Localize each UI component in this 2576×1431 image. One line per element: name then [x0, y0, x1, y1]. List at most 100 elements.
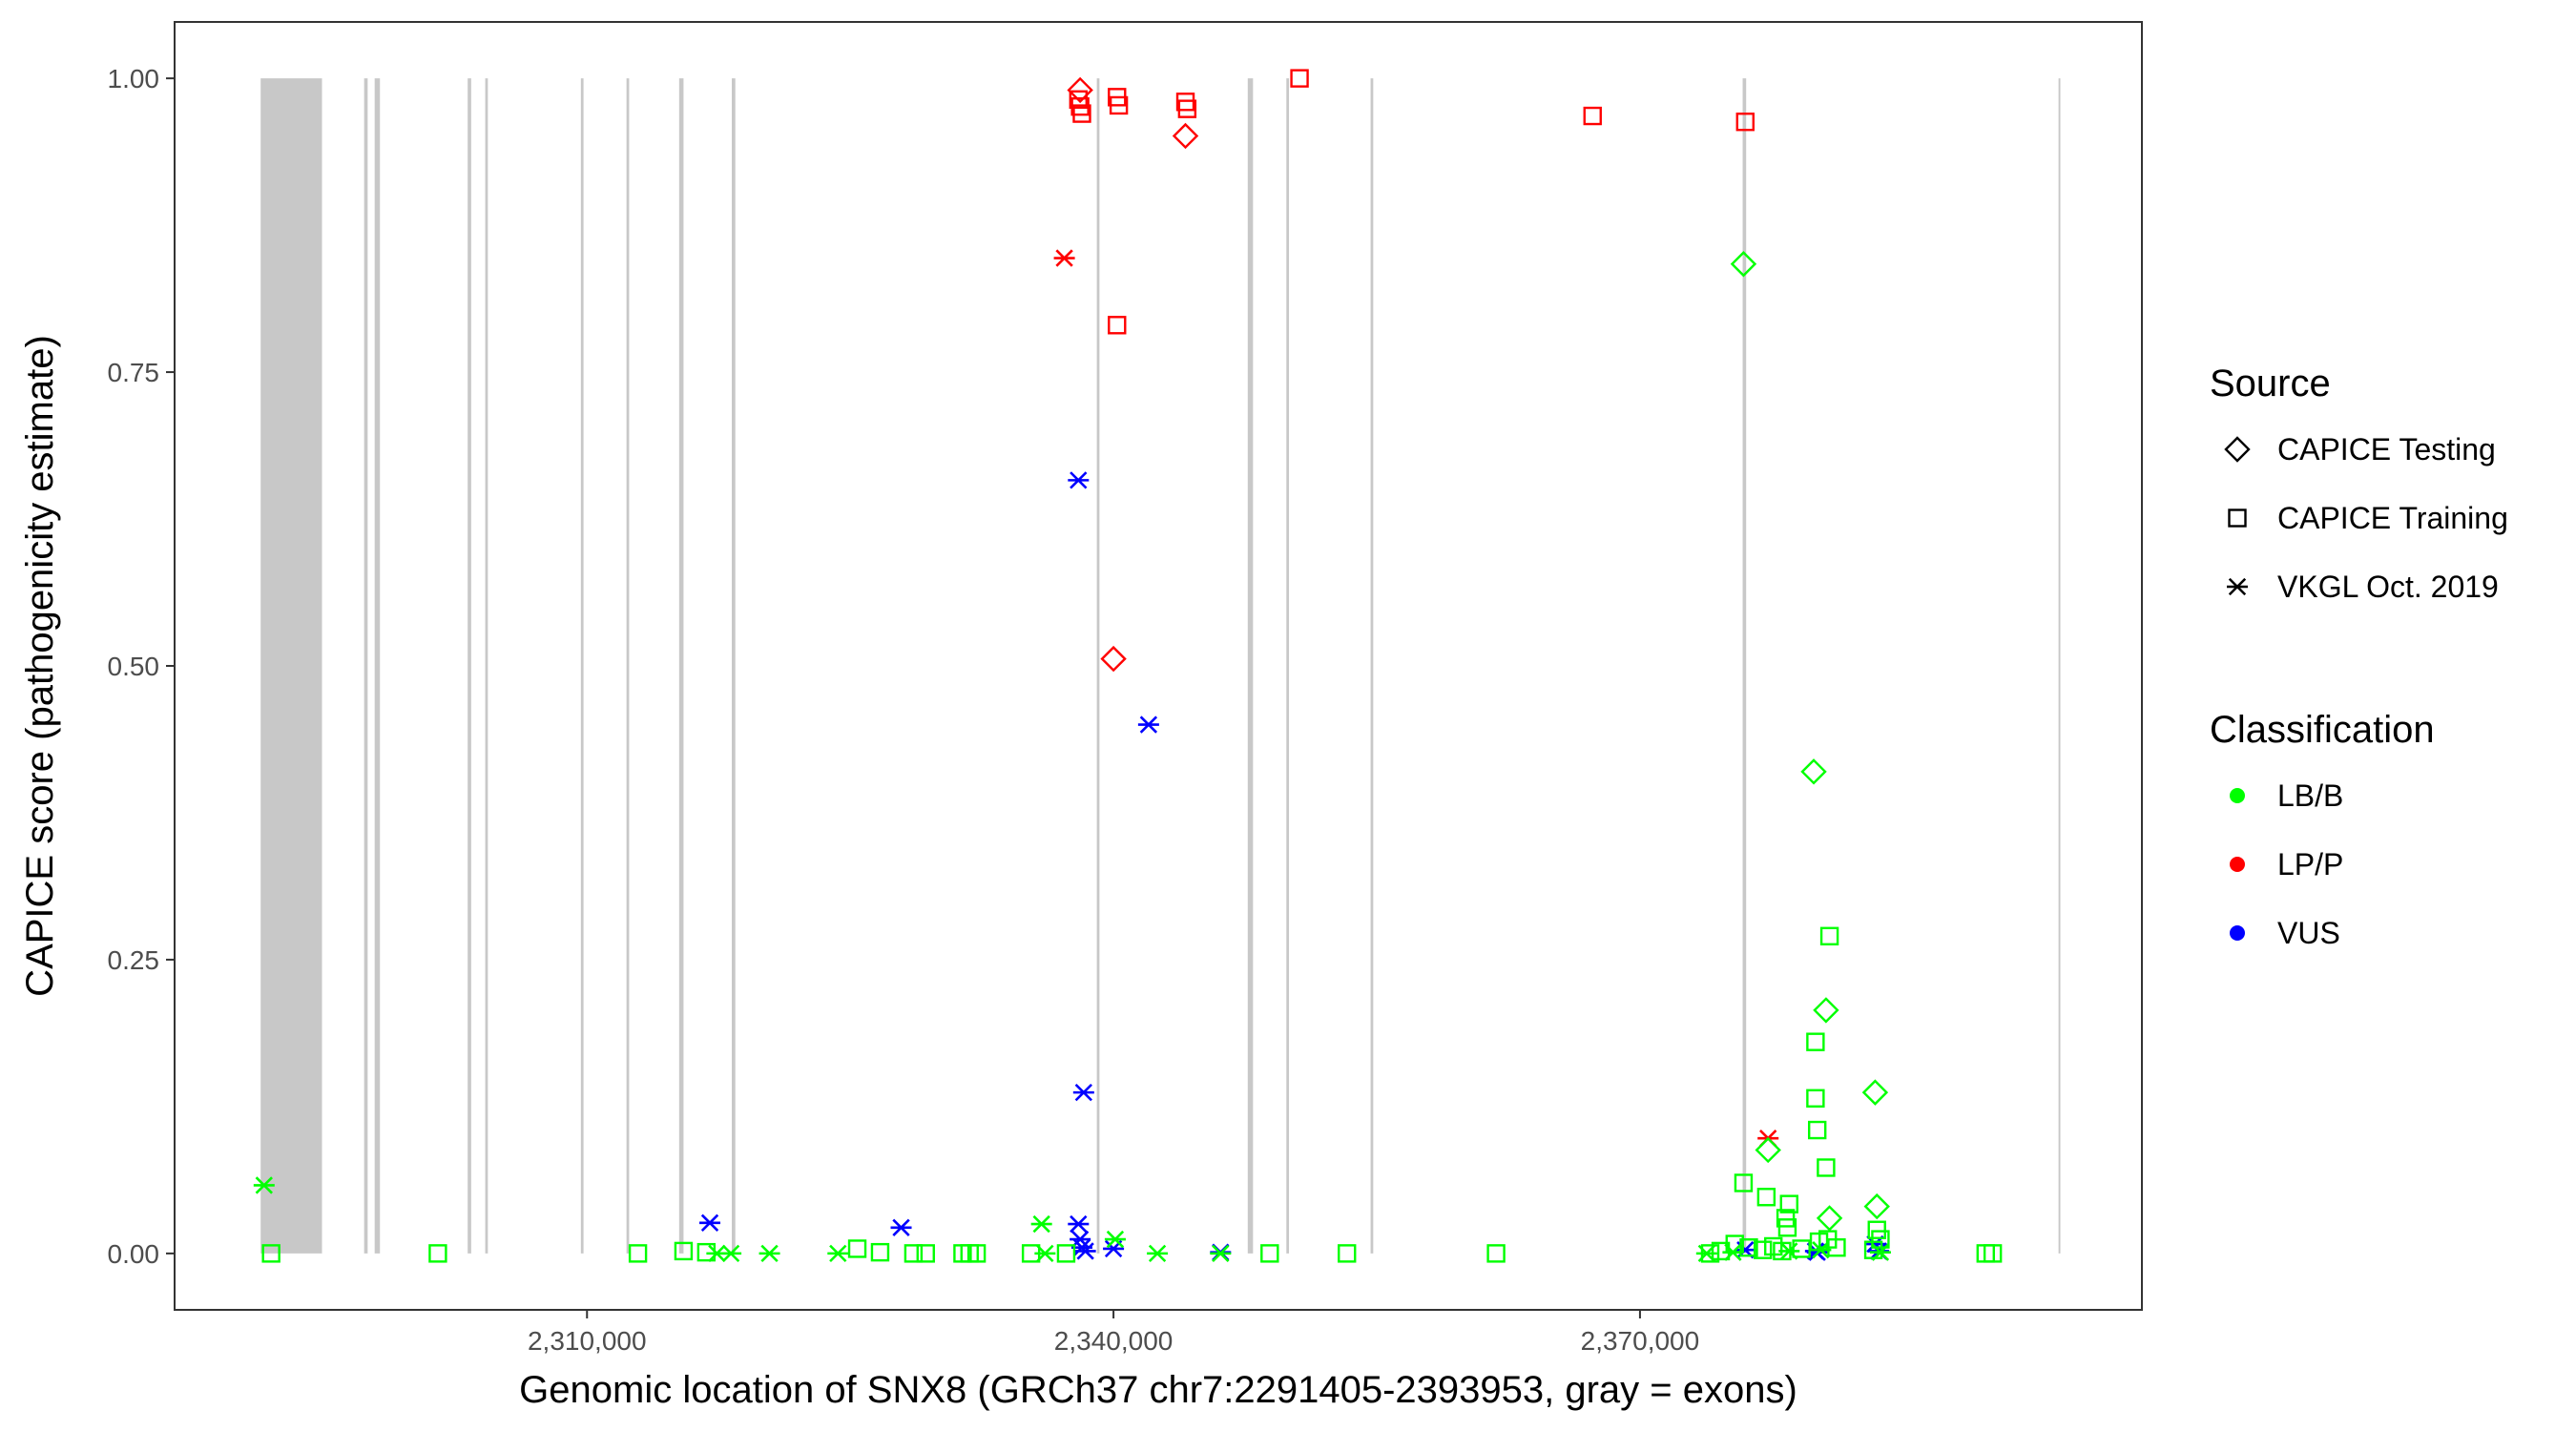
exon-band [467, 78, 471, 1254]
data-point [1290, 69, 1309, 88]
exon-band [1096, 78, 1100, 1254]
data-point [1756, 1188, 1776, 1207]
data-point [1109, 95, 1129, 115]
data-point [1068, 1214, 1090, 1234]
data-point [1172, 122, 1199, 150]
exon-band [374, 78, 381, 1254]
y-tick-label: 0.50 [108, 652, 160, 681]
exon-band [260, 78, 322, 1254]
data-point [1817, 1158, 1836, 1177]
data-point [1072, 1083, 1094, 1102]
legend-key-square [2228, 508, 2247, 528]
data-point [720, 1244, 742, 1263]
x-axis: 2,310,000 2,340,000 2,370,000 [528, 1310, 1699, 1356]
legend-title-source: Source [2210, 363, 2331, 404]
exon-band [1286, 78, 1290, 1254]
y-tick-label: 1.00 [108, 64, 160, 93]
data-point [1583, 106, 1602, 126]
exon-band [678, 78, 684, 1254]
data-point [1808, 1120, 1827, 1140]
data-point [1983, 1244, 2003, 1263]
y-tick-label: 0.00 [108, 1239, 160, 1269]
data-point [1827, 1238, 1846, 1257]
legend-label: VKGL Oct. 2019 [2277, 570, 2499, 604]
data-point [699, 1213, 721, 1233]
y-axis: 0.00 0.25 0.50 0.75 1.00 [108, 64, 175, 1269]
data-point [1104, 1230, 1126, 1249]
data-point [1210, 1244, 1232, 1263]
exon-band [1742, 78, 1747, 1254]
data-point [1100, 645, 1127, 673]
legend: Source CAPICE Testing CAPICE Training VKGL … [2210, 363, 2508, 950]
exon-band [485, 78, 488, 1254]
exon-band [1247, 78, 1254, 1254]
data-point [1260, 1244, 1279, 1263]
data-point [1177, 99, 1197, 118]
data-point [1806, 1032, 1825, 1051]
data-point [890, 1218, 912, 1236]
data-point [628, 1244, 648, 1263]
data-point [1695, 1244, 1717, 1263]
data-point [674, 1241, 694, 1261]
panel-background [175, 22, 2142, 1310]
data-point [1030, 1214, 1052, 1234]
x-tick-label: 2,310,000 [528, 1326, 647, 1356]
exon-band [1370, 78, 1374, 1254]
data-point [827, 1244, 849, 1263]
data-point [1067, 76, 1093, 104]
data-point [1776, 1209, 1796, 1228]
exon-band [2058, 78, 2061, 1254]
legend-key-dot [2230, 788, 2245, 803]
exon-band [732, 78, 736, 1254]
data-point [758, 1244, 780, 1263]
data-point [904, 1244, 924, 1263]
data-point [428, 1244, 447, 1263]
data-point [1730, 251, 1757, 278]
data-point [253, 1176, 275, 1194]
data-point [1800, 758, 1827, 785]
exon-bands [260, 78, 2061, 1254]
data-point [870, 1242, 890, 1262]
data-point [1053, 249, 1075, 267]
legend-label: VUS [2277, 916, 2340, 950]
y-tick-label: 0.75 [108, 358, 160, 387]
data-point [1819, 926, 1839, 946]
x-axis-title: Genomic location of SNX8 (GRCh37 chr7:22… [519, 1369, 1797, 1411]
exon-band [364, 78, 368, 1254]
data-point [916, 1244, 935, 1263]
data-point [1753, 1240, 1773, 1259]
legend-label: CAPICE Testing [2277, 432, 2496, 467]
data-point [1869, 1243, 1891, 1261]
data-point [1739, 1238, 1758, 1257]
data-point [1722, 1243, 1744, 1261]
data-point [1072, 104, 1091, 123]
data-point [1867, 1220, 1886, 1239]
data-point [1074, 1242, 1096, 1260]
data-point [1338, 1244, 1357, 1263]
data-point [1735, 112, 1755, 132]
data-point [1755, 1136, 1781, 1164]
data-point [1777, 1218, 1797, 1237]
legend-key-asterisk [2227, 577, 2248, 596]
y-tick-label: 0.25 [108, 945, 160, 975]
data-point [1778, 1242, 1800, 1260]
exon-band [580, 78, 584, 1254]
data-point [1861, 1079, 1889, 1106]
legend-key-dot [2230, 925, 2245, 941]
data-points [253, 69, 2003, 1263]
data-point [1108, 316, 1127, 335]
data-point [1137, 716, 1159, 734]
y-axis-title: CAPICE score (pathogenicity estimate) [19, 335, 61, 997]
data-point [1034, 1244, 1056, 1263]
data-point [847, 1239, 867, 1258]
legend-label: LB/B [2277, 778, 2343, 813]
data-point [1863, 1192, 1890, 1220]
x-tick-label: 2,340,000 [1054, 1326, 1174, 1356]
data-point [1486, 1244, 1506, 1263]
data-point [1734, 1173, 1754, 1192]
data-point [1056, 1244, 1076, 1263]
data-point [261, 1244, 280, 1263]
legend-label: LP/P [2277, 847, 2343, 881]
data-point [1147, 1244, 1169, 1263]
